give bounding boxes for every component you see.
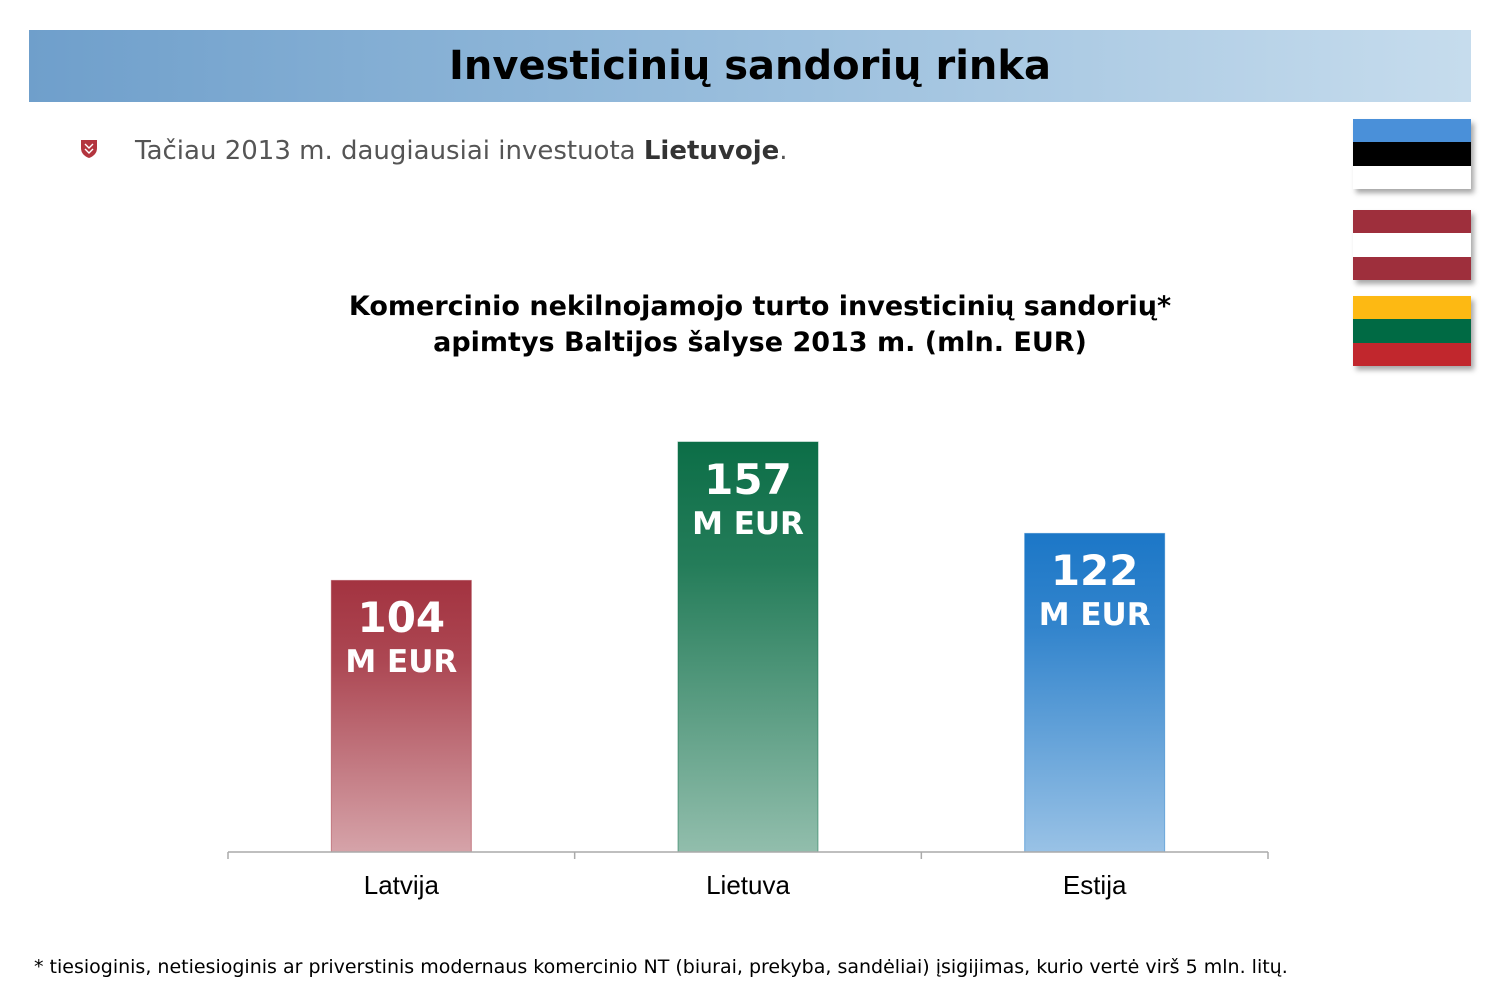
bar-estija (1024, 532, 1166, 853)
lithuania-flag-icon (1353, 296, 1471, 366)
bar-latvija (330, 579, 472, 853)
bullet-text: Tačiau 2013 m. daugiausiai investuota Li… (135, 136, 788, 166)
latvia-flag-icon (1353, 210, 1471, 280)
header-bar: Investicinių sandorių rinka (29, 30, 1471, 102)
bar-value-label: 104 M EUR (345, 593, 458, 681)
flag-stripe (1353, 165, 1471, 189)
flag-stripe (1353, 256, 1471, 280)
flag-stripe (1353, 319, 1471, 343)
chart-title: Komercinio nekilnojamojo turto investici… (348, 291, 1172, 358)
footnote: * tiesioginis, netiesioginis ar priverst… (34, 956, 1288, 978)
flag-stripe (1353, 342, 1471, 366)
bar-value-label: 157 M EUR (692, 455, 804, 543)
x-tick-label: Estija (1062, 870, 1127, 900)
slide-title: Investicinių sandorių rinka (449, 43, 1051, 89)
estonia-flag-icon (1353, 119, 1471, 189)
bar-lietuva (677, 441, 819, 853)
x-tick-label: Lietuva (706, 870, 790, 900)
x-tick-label: Latvija (363, 870, 439, 900)
flag-stripe (1353, 210, 1471, 234)
bar-value-label: 122 M EUR (1038, 546, 1151, 634)
shield-bullet-icon (81, 140, 97, 158)
bullet-highlight: Lietuvoje (643, 136, 780, 166)
flag-stripe (1353, 233, 1471, 257)
flag-stripe (1353, 119, 1471, 143)
flag-stripe (1353, 142, 1471, 166)
flag-stripe (1353, 296, 1471, 320)
